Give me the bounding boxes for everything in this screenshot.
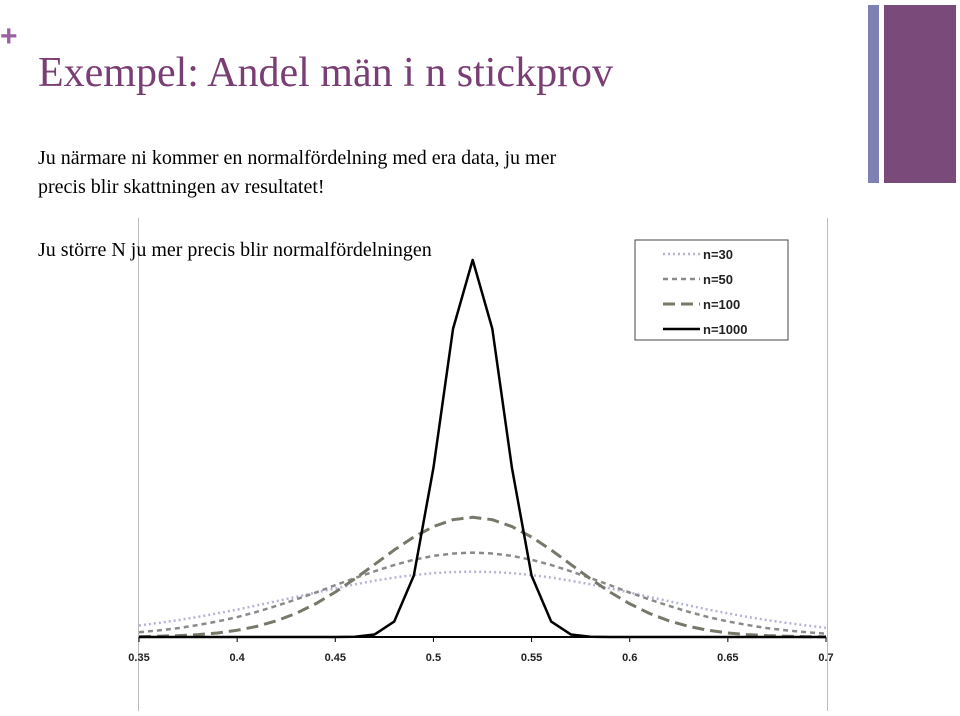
series-line [139, 258, 826, 639]
legend-label: n=1000 [703, 322, 747, 337]
x-tick-label: 0.5 [426, 652, 441, 664]
chart: 0.35 0.4 0.45 0.5 0.55 0.6 0.65 0.7 n=30 n=50 n=10… [128, 218, 834, 711]
slide-title: Exempel: Andel män i n stickprov [38, 50, 613, 96]
x-tick-label: 0.45 [325, 652, 346, 664]
x-tick-label: 0.6 [622, 652, 637, 664]
slide-marker: + [0, 20, 18, 53]
legend-label: n=50 [703, 272, 733, 287]
legend-label: n=30 [703, 247, 733, 262]
body-text: precis blir skattningen av resultatet! [38, 176, 325, 198]
x-tick-label: 0.55 [521, 652, 542, 664]
series-line [138, 515, 827, 639]
series-line [138, 570, 827, 629]
x-tick-label: 0.65 [717, 652, 738, 664]
body-text: Ju större N ju mer precis blir normalför… [38, 239, 432, 261]
x-tick-label: 0.35 [128, 652, 149, 664]
legend-label: n=100 [703, 297, 740, 312]
series-line [138, 551, 827, 635]
x-tick-label: 0.4 [229, 652, 245, 664]
body-text: Ju närmare ni kommer en normalfördelning… [38, 147, 556, 169]
legend-box [634, 239, 789, 341]
accent-block [884, 5, 956, 183]
accent-bar [868, 5, 879, 183]
x-tick-label: 0.7 [818, 652, 833, 664]
